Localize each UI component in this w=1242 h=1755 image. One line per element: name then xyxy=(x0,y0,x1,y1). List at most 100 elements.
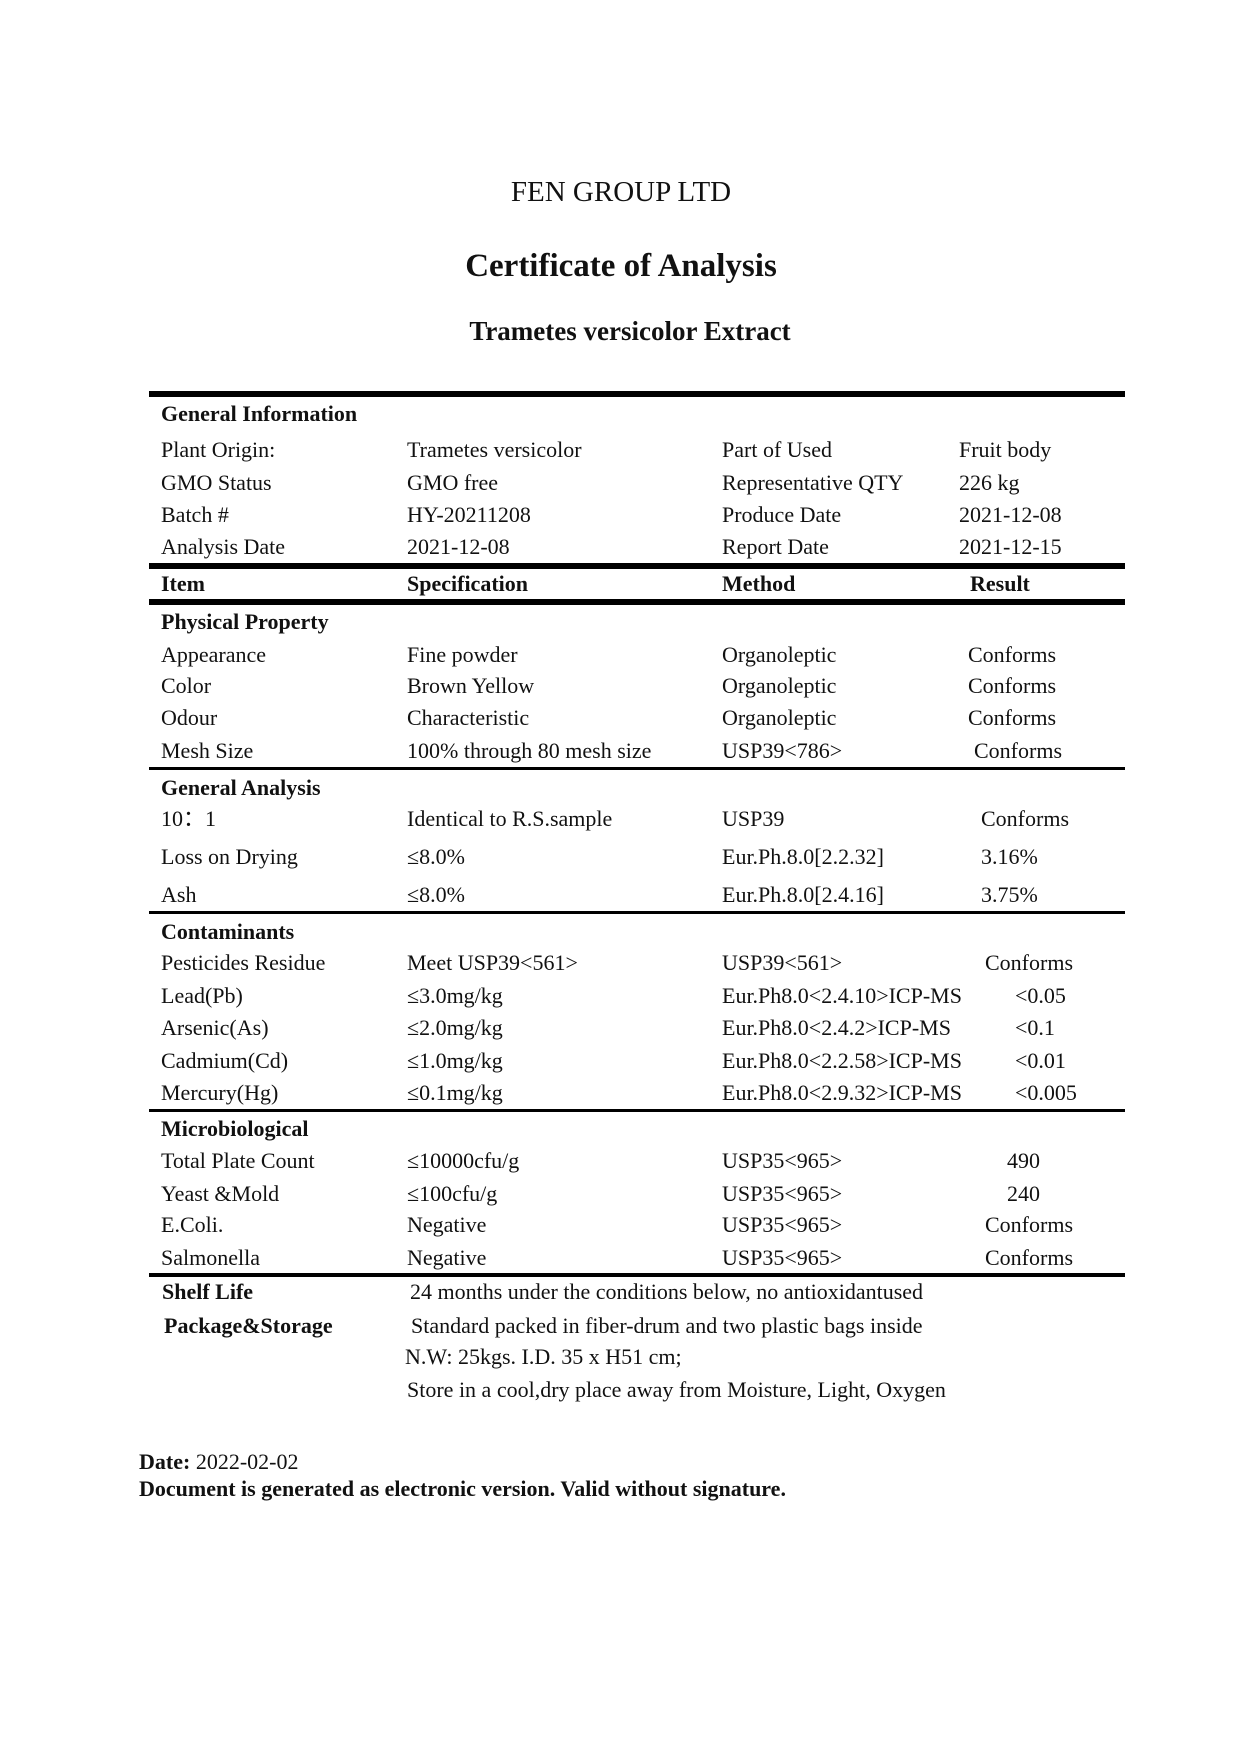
specification-cell: ≤3.0mg/kg xyxy=(407,983,503,1008)
info-label: Plant Origin: xyxy=(161,437,276,462)
item-cell: Lead(Pb) xyxy=(161,983,243,1008)
specification-cell: 100% through 80 mesh size xyxy=(407,738,652,763)
item-cell: Salmonella xyxy=(161,1245,260,1270)
shelf-life-label: Shelf Life xyxy=(162,1279,254,1304)
date-label: Date: xyxy=(139,1449,191,1474)
info-label: GMO Status xyxy=(161,470,272,495)
document-title: Certificate of Analysis xyxy=(465,248,777,284)
table-rule xyxy=(149,563,1125,569)
product-name: Trametes versicolor Extract xyxy=(469,316,791,346)
item-cell: Color xyxy=(161,673,212,698)
result-cell: <0.1 xyxy=(1015,1015,1055,1040)
method-cell: USP39<786> xyxy=(722,738,843,763)
result-cell: 490 xyxy=(1007,1148,1040,1173)
info-label: Part of Used xyxy=(722,437,832,462)
info-label: Report Date xyxy=(722,534,829,559)
date-value: 2022-02-02 xyxy=(195,1449,299,1474)
footer-date: Date: 2022-02-02 xyxy=(139,1451,298,1473)
specification-cell: Identical to R.S.sample xyxy=(407,806,613,831)
specification-cell: ≤8.0% xyxy=(407,844,465,869)
result-cell: <0.05 xyxy=(1015,983,1066,1008)
table-rule xyxy=(149,767,1125,770)
package-storage-label: Package&Storage xyxy=(164,1313,333,1338)
specification-cell: ≤1.0mg/kg xyxy=(407,1048,503,1073)
method-cell: Eur.Ph.8.0[2.2.32] xyxy=(722,844,884,869)
section-heading: General Information xyxy=(161,401,358,426)
info-value: GMO free xyxy=(407,470,499,495)
item-cell: Odour xyxy=(161,705,218,730)
result-cell: 3.75% xyxy=(981,882,1038,907)
method-cell: Eur.Ph8.0<2.4.10>ICP-MS xyxy=(722,983,962,1008)
column-header-specification: Specification xyxy=(407,571,528,596)
footer-note: Document is generated as electronic vers… xyxy=(139,1476,786,1501)
section-heading: Microbiological xyxy=(161,1116,309,1141)
info-label: Analysis Date xyxy=(161,534,286,559)
section-heading: Physical Property xyxy=(161,609,329,634)
item-cell: Yeast &Mold xyxy=(161,1181,280,1206)
result-cell: <0.005 xyxy=(1015,1080,1077,1105)
info-label: Batch # xyxy=(161,502,229,527)
specification-cell: Fine powder xyxy=(407,642,518,667)
table-rule xyxy=(149,391,1125,397)
method-cell: Eur.Ph8.0<2.2.58>ICP-MS xyxy=(722,1048,962,1073)
table-rule xyxy=(149,1109,1125,1112)
method-cell: USP35<965> xyxy=(722,1245,843,1270)
info-value: 2021-12-08 xyxy=(959,502,1062,527)
specification-cell: ≤2.0mg/kg xyxy=(407,1015,503,1040)
method-cell: Eur.Ph8.0<2.9.32>ICP-MS xyxy=(722,1080,962,1105)
info-value: 2021-12-15 xyxy=(959,534,1062,559)
method-cell: Eur.Ph.8.0[2.4.16] xyxy=(722,882,884,907)
table-rule xyxy=(149,599,1125,605)
info-value: 226 kg xyxy=(959,470,1020,495)
specification-cell: ≤0.1mg/kg xyxy=(407,1080,503,1105)
specification-cell: Characteristic xyxy=(407,705,530,730)
package-line: Store in a cool,dry place away from Mois… xyxy=(407,1377,946,1402)
result-cell: Conforms xyxy=(968,642,1056,667)
specification-cell: ≤8.0% xyxy=(407,882,465,907)
specification-cell: Negative xyxy=(407,1212,487,1237)
result-cell: Conforms xyxy=(981,806,1069,831)
item-cell: Appearance xyxy=(161,642,267,667)
column-header-result: Result xyxy=(970,571,1030,596)
result-cell: 240 xyxy=(1007,1181,1040,1206)
info-value: Fruit body xyxy=(959,437,1052,462)
method-cell: Eur.Ph8.0<2.4.2>ICP-MS xyxy=(722,1015,951,1040)
result-cell: <0.01 xyxy=(1015,1048,1066,1073)
method-cell: USP39<561> xyxy=(722,950,843,975)
item-cell: E.Coli. xyxy=(161,1212,224,1237)
shelf-life-value: 24 months under the conditions below, no… xyxy=(410,1279,924,1304)
specification-cell: ≤10000cfu/g xyxy=(407,1148,520,1173)
method-cell: USP39 xyxy=(722,806,785,831)
item-cell: Total Plate Count xyxy=(161,1148,315,1173)
info-value: HY-20211208 xyxy=(407,502,531,527)
specification-cell: ≤100cfu/g xyxy=(407,1181,498,1206)
info-label: Produce Date xyxy=(722,502,842,527)
specification-cell: Brown Yellow xyxy=(407,673,535,698)
section-heading: Contaminants xyxy=(161,919,295,944)
column-header-method: Method xyxy=(722,571,796,596)
result-cell: 3.16% xyxy=(981,844,1038,869)
result-cell: Conforms xyxy=(974,738,1062,763)
package-line: Standard packed in fiber-drum and two pl… xyxy=(411,1313,923,1338)
method-cell: USP35<965> xyxy=(722,1181,843,1206)
specification-cell: Meet USP39<561> xyxy=(407,950,578,975)
table-rule xyxy=(149,1273,1125,1277)
specification-cell: Negative xyxy=(407,1245,487,1270)
method-cell: Organoleptic xyxy=(722,705,837,730)
method-cell: Organoleptic xyxy=(722,642,837,667)
result-cell: Conforms xyxy=(968,705,1056,730)
item-cell: Mercury(Hg) xyxy=(161,1080,279,1105)
result-cell: Conforms xyxy=(985,1245,1073,1270)
item-cell: Ash xyxy=(161,882,197,907)
company-name: FEN GROUP LTD xyxy=(510,176,732,208)
section-heading: General Analysis xyxy=(161,775,321,800)
package-line: N.W: 25kgs. I.D. 35 x H51 cm; xyxy=(405,1344,682,1369)
item-cell: Pesticides Residue xyxy=(161,950,326,975)
result-cell: Conforms xyxy=(985,950,1073,975)
item-cell: Arsenic(As) xyxy=(161,1015,269,1040)
item-cell: 10：1 xyxy=(161,806,217,831)
info-value: Trametes versicolor xyxy=(407,437,582,462)
info-value: 2021-12-08 xyxy=(407,534,510,559)
method-cell: USP35<965> xyxy=(722,1212,843,1237)
item-cell: Mesh Size xyxy=(161,738,254,763)
